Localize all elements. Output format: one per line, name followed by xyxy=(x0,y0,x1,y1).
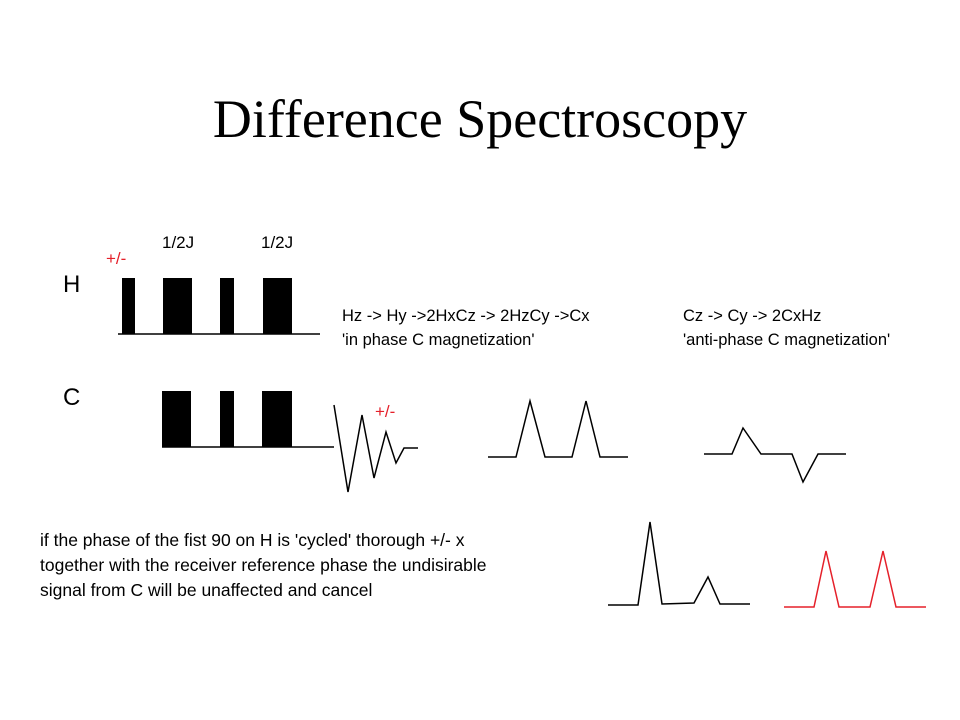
note-line-3: signal from C will be unaffected and can… xyxy=(40,580,373,600)
h-pulse-180-2 xyxy=(263,278,292,334)
cancelled-difference-spectrum xyxy=(784,550,926,608)
slide-title: Difference Spectroscopy xyxy=(212,89,748,149)
in-phase-pathway-line1: Hz -> Hy ->2HxCz -> 2HzCy ->Cx xyxy=(342,307,590,325)
in-phase-doublet-spectrum xyxy=(488,398,628,458)
c-pulse-90 xyxy=(220,391,234,447)
in-phase-pathway: Hz -> Hy ->2HxCz -> 2HzCy ->Cx 'in phase… xyxy=(342,304,590,352)
fid-signal xyxy=(333,404,418,493)
h-pulse-90-1 xyxy=(122,278,135,334)
anti-phase-pathway-line2: 'anti-phase C magnetization' xyxy=(683,331,891,349)
c-pulse-train xyxy=(162,391,334,448)
delay-label-2: 1/2J xyxy=(261,233,294,252)
h-pulse-90-2 xyxy=(220,278,234,334)
c-pulse-180-1 xyxy=(162,391,191,447)
phase-cycling-note: if the phase of the fist 90 on H is 'cyc… xyxy=(40,528,487,603)
h-pulse-train xyxy=(118,278,320,335)
in-phase-pathway-line2: 'in phase C magnetization' xyxy=(342,331,535,349)
h-channel-label: H xyxy=(63,271,81,298)
c-pulse-180-2 xyxy=(262,391,292,447)
combined-spectrum xyxy=(608,521,750,606)
h-pulse-180-1 xyxy=(163,278,192,334)
c-channel-label: C xyxy=(63,384,81,411)
delay-label-1: 1/2J xyxy=(162,233,195,252)
anti-phase-pathway-line1: Cz -> Cy -> 2CxHz xyxy=(683,307,822,325)
c-signal-phase-label: +/- xyxy=(375,402,396,421)
anti-phase-pathway: Cz -> Cy -> 2CxHz 'anti-phase C magnetiz… xyxy=(683,304,890,352)
note-line-1: if the phase of the fist 90 on H is 'cyc… xyxy=(40,530,465,550)
h-phase-cycle-label: +/- xyxy=(106,249,127,268)
note-line-2: together with the receiver reference pha… xyxy=(40,555,487,575)
anti-phase-doublet-spectrum xyxy=(704,426,846,484)
